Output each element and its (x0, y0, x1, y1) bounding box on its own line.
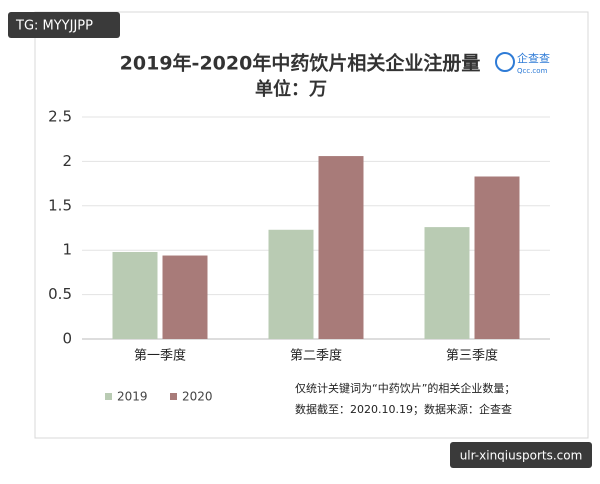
chart-subtitle: 单位：万 (255, 78, 327, 100)
bar (162, 255, 208, 339)
note-line: 数据截至：2020.10.19；数据来源：企查查 (295, 402, 512, 416)
y-tick-label: 2 (62, 152, 72, 170)
watermark-box (8, 12, 120, 38)
x-tick-label: 第三季度 (446, 348, 498, 364)
x-tick-label: 第二季度 (290, 348, 342, 364)
logo-icon (495, 52, 515, 72)
legend-label: 2020 (182, 390, 213, 404)
legend-swatch (105, 393, 112, 400)
bar (268, 229, 314, 339)
note-line: 仅统计关键词为“中药饮片”的相关企业数量； (295, 381, 515, 395)
watermark: TG: MYYJJPP (15, 19, 93, 34)
logo-name: 企查查 (517, 51, 550, 65)
y-tick-label: 0 (62, 330, 72, 348)
bar (318, 156, 364, 339)
bar (424, 227, 470, 339)
y-tick-label: 0.5 (48, 285, 72, 303)
url-label: ulr-xinqiusports.com (460, 449, 583, 463)
chart-title: 2019年-2020年中药饮片相关企业注册量 (120, 52, 481, 75)
url-box (450, 442, 592, 468)
bar (112, 251, 158, 339)
legend-swatch (170, 393, 177, 400)
x-tick-label: 第一季度 (134, 348, 186, 364)
y-tick-label: 2.5 (48, 108, 72, 126)
legend-label: 2019 (117, 390, 148, 404)
bar (474, 176, 520, 339)
y-tick-label: 1.5 (48, 196, 72, 214)
logo-domain: Qcc.com (517, 67, 548, 75)
y-tick-label: 1 (62, 241, 72, 259)
